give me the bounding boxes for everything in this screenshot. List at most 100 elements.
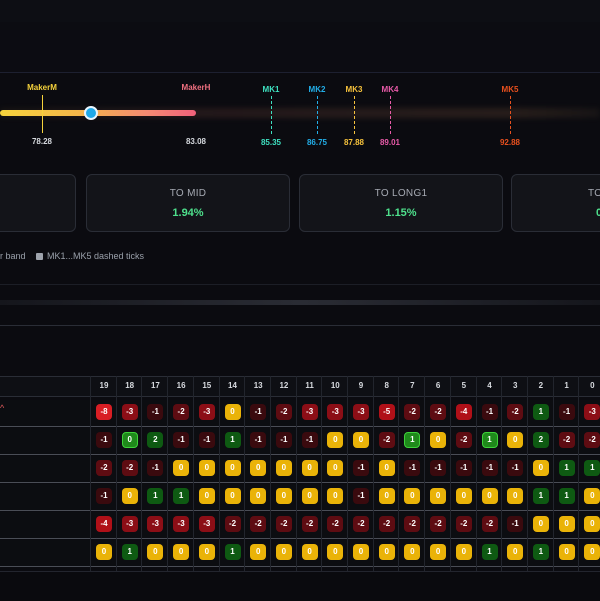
grid-cell[interactable]: 0 — [378, 544, 395, 560]
grid-cell[interactable]: -1 — [353, 488, 369, 504]
grid-cell[interactable]: -1 — [558, 404, 575, 420]
grid-cell[interactable]: -2 — [378, 432, 395, 448]
grid-cell[interactable]: 1 — [481, 432, 498, 448]
grid-cell[interactable]: 0 — [558, 516, 575, 532]
grid-cell[interactable]: -2 — [430, 404, 447, 420]
grid-cell[interactable]: 0 — [532, 516, 549, 532]
grid-cell[interactable]: 0 — [198, 544, 215, 560]
grid-cell[interactable]: 0 — [147, 544, 164, 560]
grid-cell[interactable]: -2 — [430, 516, 447, 532]
grid-cell[interactable]: -2 — [250, 516, 267, 532]
grid-cell[interactable]: -3 — [121, 516, 138, 532]
grid-cell[interactable]: 0 — [224, 460, 241, 476]
grid-cell[interactable]: -3 — [173, 516, 190, 532]
grid-cell[interactable]: 0 — [327, 432, 344, 448]
grid-cell[interactable]: -3 — [353, 404, 369, 420]
grid-cell[interactable]: 1 — [147, 488, 164, 504]
grid-cell[interactable]: -2 — [378, 516, 395, 532]
grid-cell[interactable]: 0 — [275, 544, 292, 560]
grid-cell[interactable]: 0 — [507, 544, 524, 560]
grid-cell[interactable]: -2 — [404, 404, 421, 420]
grid-cell[interactable]: 1 — [404, 432, 421, 448]
grid-cell[interactable]: 0 — [507, 432, 524, 448]
grid-cell[interactable]: 0 — [301, 544, 318, 560]
grid-cell[interactable]: 0 — [250, 488, 267, 504]
grid-cell[interactable]: 0 — [481, 488, 498, 504]
grid-cell[interactable]: 0 — [327, 544, 344, 560]
grid-cell[interactable]: 0 — [250, 460, 267, 476]
grid-cell[interactable]: -1 — [353, 460, 369, 476]
grid-cell[interactable]: 0 — [327, 460, 344, 476]
grid-cell[interactable]: 0 — [301, 488, 318, 504]
grid-cell[interactable]: -1 — [404, 460, 421, 476]
grid-cell[interactable]: -1 — [455, 460, 472, 476]
grid-cell[interactable]: 1 — [532, 544, 549, 560]
grid-cell[interactable]: 1 — [224, 544, 241, 560]
grid-cell[interactable]: -2 — [507, 404, 524, 420]
grid-cell[interactable]: 0 — [353, 432, 369, 448]
grid-cell[interactable]: -2 — [121, 460, 138, 476]
grid-cell[interactable]: 0 — [584, 516, 600, 532]
grid-cell[interactable]: 0 — [378, 488, 395, 504]
grid-cell[interactable]: -1 — [481, 460, 498, 476]
grid-cell[interactable]: -3 — [147, 516, 164, 532]
grid-cell[interactable]: 0 — [121, 488, 138, 504]
grid-cell[interactable]: -3 — [198, 404, 215, 420]
grid-cell[interactable]: 0 — [404, 488, 421, 504]
grid-cell[interactable]: 0 — [430, 432, 447, 448]
grid-cell[interactable]: -1 — [507, 516, 524, 532]
grid-cell[interactable]: 0 — [224, 488, 241, 504]
grid-cell[interactable]: -4 — [96, 516, 112, 532]
grid-cell[interactable]: 1 — [224, 432, 241, 448]
grid-cell[interactable]: -1 — [430, 460, 447, 476]
grid-cell[interactable]: 0 — [532, 460, 549, 476]
grid-cell[interactable]: 0 — [121, 432, 138, 448]
grid-cell[interactable]: -1 — [275, 432, 292, 448]
grid-cell[interactable]: -4 — [455, 404, 472, 420]
grid-cell[interactable]: 0 — [558, 544, 575, 560]
grid-cell[interactable]: -2 — [327, 516, 344, 532]
grid-cell[interactable]: -2 — [455, 432, 472, 448]
grid-cell[interactable]: 1 — [532, 404, 549, 420]
grid-cell[interactable]: -3 — [327, 404, 344, 420]
grid-cell[interactable]: 0 — [301, 460, 318, 476]
grid-cell[interactable]: -1 — [96, 488, 112, 504]
grid-cell[interactable]: 0 — [275, 488, 292, 504]
grid-cell[interactable]: -2 — [353, 516, 369, 532]
grid-cell[interactable]: -2 — [301, 516, 318, 532]
grid-cell[interactable]: 1 — [173, 488, 190, 504]
grid-cell[interactable]: -1 — [96, 432, 112, 448]
grid-cell[interactable]: -2 — [224, 516, 241, 532]
current-price-knob[interactable] — [84, 106, 98, 120]
grid-cell[interactable]: 0 — [455, 544, 472, 560]
grid-cell[interactable]: -3 — [584, 404, 600, 420]
grid-cell[interactable]: -1 — [173, 432, 190, 448]
grid-cell[interactable]: 0 — [430, 488, 447, 504]
grid-cell[interactable]: 0 — [275, 460, 292, 476]
grid-cell[interactable]: -1 — [301, 432, 318, 448]
grid-cell[interactable]: -1 — [147, 460, 164, 476]
grid-cell[interactable]: 1 — [121, 544, 138, 560]
grid-cell[interactable]: -1 — [250, 432, 267, 448]
grid-cell[interactable]: -2 — [404, 516, 421, 532]
grid-cell[interactable]: 0 — [224, 404, 241, 420]
grid-cell[interactable]: 1 — [481, 544, 498, 560]
grid-cell[interactable]: 0 — [198, 460, 215, 476]
grid-cell[interactable]: 0 — [173, 544, 190, 560]
grid-cell[interactable]: -1 — [250, 404, 267, 420]
grid-cell[interactable]: 0 — [430, 544, 447, 560]
grid-cell[interactable]: -8 — [96, 404, 112, 420]
grid-cell[interactable]: 0 — [404, 544, 421, 560]
grid-cell[interactable]: -1 — [481, 404, 498, 420]
grid-cell[interactable]: 2 — [532, 432, 549, 448]
grid-cell[interactable]: 0 — [584, 544, 600, 560]
grid-cell[interactable]: -2 — [275, 516, 292, 532]
grid-cell[interactable]: -2 — [96, 460, 112, 476]
grid-cell[interactable]: -1 — [147, 404, 164, 420]
grid-cell[interactable]: -3 — [198, 516, 215, 532]
grid-cell[interactable]: 0 — [96, 544, 112, 560]
grid-cell[interactable]: -3 — [121, 404, 138, 420]
grid-cell[interactable]: 1 — [558, 488, 575, 504]
grid-cell[interactable]: 0 — [327, 488, 344, 504]
grid-cell[interactable]: 1 — [532, 488, 549, 504]
